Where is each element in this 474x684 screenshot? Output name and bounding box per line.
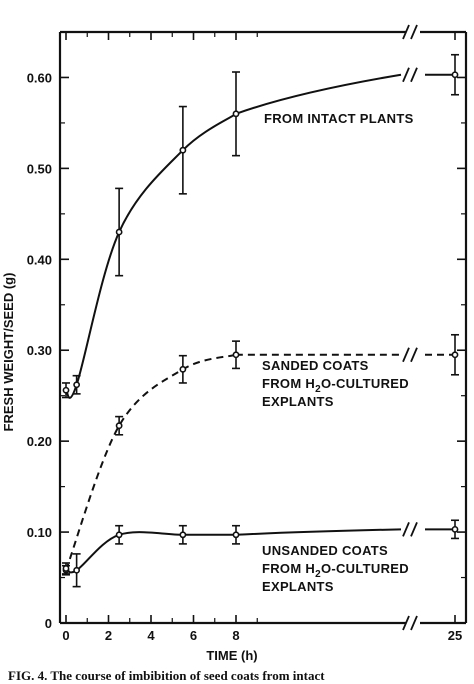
series-line-extension bbox=[235, 73, 402, 115]
y-tick-label: 0.40 bbox=[27, 252, 52, 267]
series-2 bbox=[62, 333, 459, 576]
series-layer bbox=[62, 53, 459, 588]
annotation-sanded-line-1: SANDED COATS bbox=[262, 358, 369, 373]
y-tick-label: 0.60 bbox=[27, 70, 52, 85]
annotation-intact: FROM INTACT PLANTS bbox=[264, 111, 414, 126]
data-point bbox=[62, 386, 70, 394]
annotation-unsanded-line-3: EXPLANTS bbox=[262, 579, 334, 594]
annotation-sanded-line-2: FROM H2O-CULTURED bbox=[262, 376, 409, 395]
annotation-sanded: SANDED COATS FROM H2O-CULTURED EXPLANTS bbox=[262, 358, 409, 409]
series-3 bbox=[62, 519, 459, 588]
series-break-mark bbox=[410, 521, 418, 537]
data-point bbox=[232, 110, 240, 118]
y-tick-label: 0.50 bbox=[27, 161, 52, 176]
data-point bbox=[73, 381, 81, 389]
data-point bbox=[115, 422, 123, 430]
series-break-mark bbox=[402, 521, 410, 537]
data-point bbox=[73, 566, 81, 574]
series-line bbox=[65, 353, 237, 571]
series-1 bbox=[62, 53, 459, 399]
x-tick-label: 4 bbox=[147, 628, 155, 643]
y-axis-title: FRESH WEIGHT/SEED (g) bbox=[1, 273, 16, 432]
series-break-mark bbox=[410, 347, 418, 363]
data-point bbox=[232, 531, 240, 539]
axis-break-mark bbox=[410, 615, 418, 631]
x-axis-title: TIME (h) bbox=[206, 648, 257, 663]
y-tick-label: 0.30 bbox=[27, 343, 52, 358]
axis-ticks: 0 0.10 0.20 0.30 0.40 0.50 0.60 0 2 4 6 8 25 bbox=[27, 31, 466, 643]
series-break-mark bbox=[402, 67, 410, 83]
x-tick-label: 6 bbox=[190, 628, 197, 643]
y-tick-label: 0.20 bbox=[27, 434, 52, 449]
x-tick-label: 8 bbox=[232, 628, 239, 643]
axis-break-mark bbox=[410, 24, 418, 40]
data-point bbox=[62, 565, 70, 572]
data-point bbox=[451, 351, 459, 359]
plot-frame bbox=[58, 24, 468, 631]
data-point bbox=[232, 351, 240, 359]
figure-caption: FIG. 4. The course of imbibition of seed… bbox=[8, 668, 325, 683]
series-line-extension bbox=[235, 528, 402, 536]
annotation-unsanded-line-1: UNSANDED COATS bbox=[262, 543, 388, 558]
data-point bbox=[179, 365, 187, 373]
data-point bbox=[451, 71, 459, 79]
annotation-unsanded-line-2: FROM H2O-CULTURED bbox=[262, 561, 409, 580]
y-tick-label: 0 bbox=[45, 616, 52, 631]
data-point bbox=[115, 228, 123, 236]
series-break-mark bbox=[402, 347, 410, 363]
y-tick-label: 0.10 bbox=[27, 525, 52, 540]
series-line bbox=[65, 531, 236, 574]
data-point bbox=[451, 525, 459, 533]
data-point bbox=[179, 531, 187, 539]
series-break-mark bbox=[410, 67, 418, 83]
data-point bbox=[179, 146, 187, 154]
annotation-intact-line-1: FROM INTACT PLANTS bbox=[264, 111, 414, 126]
x-tick-label: 0 bbox=[62, 628, 69, 643]
data-point bbox=[115, 531, 123, 539]
x-tick-label: 25 bbox=[448, 628, 462, 643]
axis-break-mark bbox=[402, 615, 410, 631]
x-tick-label: 2 bbox=[105, 628, 112, 643]
axis-break-mark bbox=[402, 24, 410, 40]
series-line bbox=[65, 113, 237, 399]
annotation-unsanded: UNSANDED COATS FROM H2O-CULTURED EXPLANT… bbox=[262, 543, 409, 594]
annotation-sanded-line-3: EXPLANTS bbox=[262, 394, 334, 409]
